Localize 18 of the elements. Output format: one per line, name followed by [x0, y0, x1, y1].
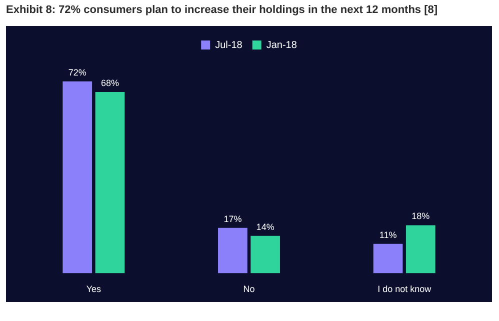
legend-label: Jul-18	[215, 40, 243, 51]
bar	[62, 81, 92, 274]
bar	[373, 244, 403, 274]
data-label: 72%	[68, 67, 86, 78]
chart-title: Exhibit 8: 72% consumers plan to increase their holdings in the next 12 months [8]	[6, 4, 438, 16]
bar	[250, 236, 280, 274]
legend-label: Jan-18	[266, 40, 298, 51]
bar	[406, 225, 436, 274]
data-label: 17%	[224, 214, 242, 224]
data-label: 68%	[100, 78, 119, 88]
x-tick-label: Yes	[86, 284, 102, 294]
data-label: 14%	[256, 222, 274, 232]
data-label: 18%	[412, 211, 430, 222]
bar	[218, 228, 248, 274]
data-label: 11%	[379, 230, 397, 240]
x-tick-label: No	[243, 284, 255, 294]
x-tick-label: I do not know	[378, 284, 432, 294]
bar	[95, 92, 125, 274]
